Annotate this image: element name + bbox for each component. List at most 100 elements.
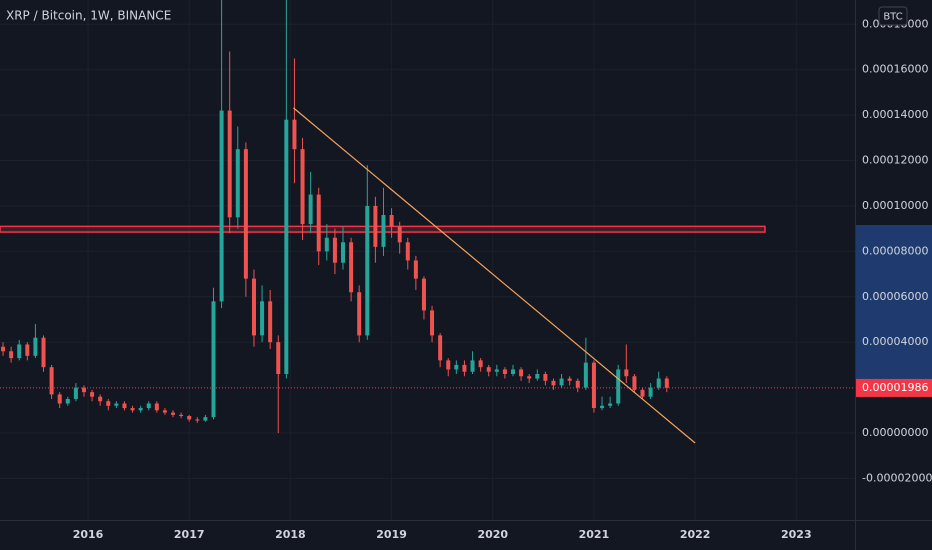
- candle-body: [251, 278, 256, 336]
- candle-body: [421, 278, 426, 311]
- candle-body: [138, 408, 143, 411]
- candle-body: [292, 119, 297, 150]
- candle-body: [316, 194, 321, 252]
- y-tick-label: 0.00006000: [862, 290, 928, 303]
- candle-body: [559, 378, 564, 386]
- axes: 0.000180000.000160000.000140000.00012000…: [73, 17, 932, 541]
- candle-body: [470, 360, 475, 372]
- candle-body: [519, 369, 524, 377]
- y-tick-label: 0.00010000: [862, 199, 928, 212]
- candle-body: [349, 242, 354, 293]
- candle-body: [494, 369, 499, 372]
- x-tick-label: 2016: [73, 528, 104, 541]
- candle-body: [300, 149, 305, 225]
- y-tick-label: 0.00008000: [862, 244, 928, 257]
- x-tick-label: 2018: [275, 528, 306, 541]
- x-tick-label: 2017: [174, 528, 205, 541]
- candle-body: [90, 392, 95, 397]
- candle-body: [454, 364, 459, 370]
- x-tick-label: 2020: [477, 528, 508, 541]
- candle-body: [25, 344, 30, 356]
- candle-body: [203, 417, 208, 421]
- candle-body: [640, 389, 645, 397]
- candle-body: [616, 369, 621, 404]
- candle-body: [98, 396, 103, 402]
- x-tick-label: 2023: [781, 528, 812, 541]
- candle-body: [17, 344, 22, 359]
- candle-body: [122, 403, 127, 409]
- candle-body: [462, 364, 467, 372]
- candle-body: [624, 369, 629, 377]
- candle-body: [365, 205, 370, 336]
- candle-body: [73, 387, 78, 399]
- candle-body: [179, 414, 184, 416]
- candle-body: [41, 337, 46, 368]
- candle-body: [332, 237, 337, 263]
- candle-body: [527, 376, 532, 379]
- currency-box[interactable]: [878, 6, 908, 26]
- candle-body: [381, 215, 386, 247]
- candle-body: [551, 380, 556, 386]
- candle-body: [486, 367, 491, 372]
- candle-body: [195, 419, 200, 421]
- candle-body: [276, 342, 281, 374]
- candle-body: [389, 215, 394, 227]
- candle-body: [511, 369, 515, 374]
- candle-body: [235, 149, 240, 218]
- y-tick-label: 0.00000000: [862, 426, 928, 439]
- candle-body: [357, 292, 362, 336]
- candle-body: [154, 403, 159, 411]
- candle-body: [656, 378, 661, 388]
- trendline: [293, 107, 696, 444]
- candle-body: [81, 387, 86, 393]
- candle-body: [591, 362, 596, 409]
- candle-body: [308, 194, 313, 225]
- candle-body: [413, 260, 418, 279]
- y-tick-label: 0.00016000: [862, 63, 928, 76]
- candle-body: [478, 360, 483, 368]
- candle-body: [284, 119, 289, 374]
- plot-area: [0, 0, 855, 444]
- candle-body: [648, 387, 653, 397]
- last-price-label: 0.00001986: [862, 381, 928, 394]
- candle-body: [146, 403, 151, 409]
- candle-body: [438, 335, 443, 361]
- x-tick-label: 2021: [579, 528, 610, 541]
- candle-body: [219, 110, 224, 302]
- candle-body: [130, 408, 135, 411]
- candle-body: [397, 226, 402, 243]
- last-price-box: [856, 378, 932, 397]
- candle-body: [575, 380, 580, 388]
- candle-body: [171, 412, 176, 415]
- x-tick-label: 2022: [680, 528, 711, 541]
- candle-body: [502, 369, 507, 374]
- candle-body: [632, 376, 637, 390]
- candle-body: [600, 405, 605, 409]
- candle-body: [162, 410, 167, 413]
- candle-body: [405, 242, 410, 261]
- candle-body: [260, 301, 265, 336]
- candle-body: [33, 337, 38, 356]
- candle-body: [49, 367, 54, 395]
- candle-body: [268, 301, 273, 343]
- chart-title: XRP / Bitcoin, 1W, BINANCE: [6, 9, 171, 23]
- candle-body: [341, 242, 346, 263]
- y-tick-label: 0.00014000: [862, 108, 928, 121]
- candle-body: [446, 360, 451, 370]
- candle-body: [543, 373, 548, 381]
- candle-body: [243, 149, 248, 279]
- y-tick-label: -0.00002000: [862, 471, 932, 484]
- candle-body: [187, 416, 192, 420]
- candle-body: [324, 237, 329, 252]
- candle-body: [535, 373, 540, 379]
- candle-body: [583, 362, 588, 388]
- candle-body: [430, 310, 435, 336]
- candle-body: [608, 403, 613, 406]
- candle-body: [373, 205, 378, 247]
- candle-body: [211, 301, 216, 418]
- candle-body: [1, 346, 6, 352]
- y-tick-label: 0.00004000: [862, 335, 928, 348]
- candle-body: [65, 398, 70, 404]
